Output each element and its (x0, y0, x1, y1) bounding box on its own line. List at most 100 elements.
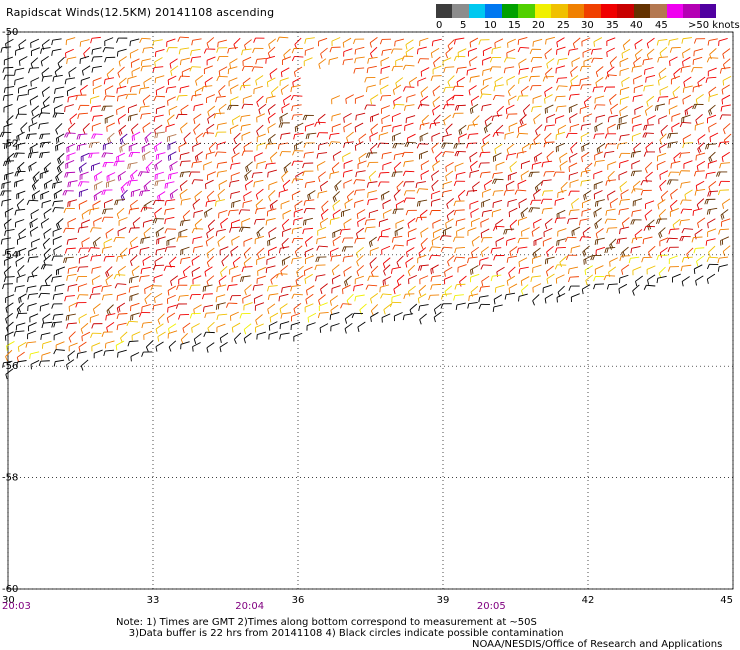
barb-shaft (117, 292, 127, 297)
barb-flag (591, 58, 595, 63)
wind-barb (618, 283, 628, 294)
barb-shaft (581, 179, 591, 182)
barb-flag (280, 89, 283, 95)
barb-shaft (102, 246, 112, 249)
barb-shaft (417, 77, 427, 82)
wind-barb (392, 244, 404, 250)
barb-flag (641, 257, 644, 263)
barb-shaft (670, 228, 680, 230)
barb-shaft (193, 123, 201, 131)
barb-flag (596, 239, 599, 245)
legend-swatch (633, 4, 651, 18)
barb-flag (153, 116, 156, 122)
barb-shaft (522, 143, 531, 149)
barb-shaft (481, 228, 490, 234)
barb-flag (280, 72, 283, 78)
barb-flag (508, 100, 510, 106)
wind-barb (127, 162, 138, 170)
barb-flag (593, 41, 595, 47)
wind-barb (621, 264, 630, 275)
barb-shaft (444, 275, 453, 280)
barb-flag (269, 157, 273, 163)
barb-shaft (580, 218, 590, 221)
wind-barb (405, 257, 414, 268)
barb-flag (595, 72, 599, 78)
barb-shaft (118, 217, 128, 222)
wind-barb (4, 207, 14, 218)
barb-flag (217, 241, 220, 247)
barb-flag (647, 279, 650, 285)
barb-shaft (52, 48, 62, 52)
barb-flag (318, 144, 320, 151)
barb-flag (390, 48, 394, 54)
wind-barb (215, 228, 226, 237)
wind-barb (634, 229, 643, 241)
barb-flag (229, 295, 233, 301)
barb-shaft (585, 162, 593, 170)
barb-flag (382, 280, 385, 286)
barb-shaft (203, 85, 213, 88)
wind-barb (541, 160, 553, 168)
barb-flag (670, 194, 673, 200)
wind-barb (256, 133, 266, 143)
wind-barb (616, 142, 628, 150)
barb-shaft (141, 266, 151, 270)
wind-barb (594, 218, 602, 230)
wind-barb (57, 56, 65, 69)
barb-shaft (170, 275, 179, 282)
barb-shaft (293, 217, 303, 221)
barb-shaft (68, 66, 77, 73)
wind-barb (364, 218, 376, 226)
barb-shaft (481, 171, 491, 174)
barb-flag (75, 95, 78, 101)
barb-shaft (3, 266, 12, 273)
barb-shaft (194, 218, 203, 226)
barb-shaft (318, 294, 326, 301)
wind-barb (81, 209, 90, 220)
barb-shaft (18, 39, 27, 46)
wind-barb (403, 197, 416, 203)
wind-barb (227, 104, 239, 111)
wind-barb (167, 294, 176, 304)
wind-barb (595, 227, 604, 239)
wind-barb (57, 153, 65, 165)
barb-shaft (155, 171, 165, 176)
barb-flag (505, 185, 508, 191)
barb-flag (218, 70, 221, 77)
wind-barb (708, 245, 716, 258)
barb-flag (29, 100, 32, 106)
barb-shaft (129, 207, 140, 210)
barb-flag (79, 90, 83, 96)
wind-barb (393, 161, 402, 173)
barb-shaft (445, 218, 454, 224)
barb-flag (717, 258, 720, 264)
wind-barb (238, 226, 251, 232)
wind-barb (104, 37, 114, 46)
wind-barb (659, 86, 669, 96)
barb-shaft (644, 124, 654, 126)
barb-shaft (569, 152, 578, 158)
barb-shaft (256, 207, 266, 210)
barb-shaft (570, 209, 580, 211)
barb-flag (0, 132, 3, 138)
barb-shaft (456, 218, 466, 222)
wind-barb (331, 162, 340, 174)
wind-barb (478, 39, 490, 45)
wind-barb (594, 151, 604, 161)
barb-shaft (119, 77, 127, 84)
wind-barb (152, 66, 164, 73)
wind-barb (544, 86, 553, 97)
wind-barb (120, 247, 128, 259)
barb-shaft (519, 266, 529, 270)
wind-barb (242, 77, 251, 89)
barb-shaft (369, 257, 377, 264)
barb-flag (420, 265, 423, 271)
barb-shaft (5, 294, 15, 299)
barb-shaft (479, 257, 489, 261)
barb-shaft (445, 123, 453, 131)
wind-barb (417, 293, 427, 304)
barb-shaft (545, 256, 555, 260)
barb-flag (119, 147, 121, 153)
barb-shaft (432, 38, 442, 42)
barb-shaft (295, 245, 303, 252)
